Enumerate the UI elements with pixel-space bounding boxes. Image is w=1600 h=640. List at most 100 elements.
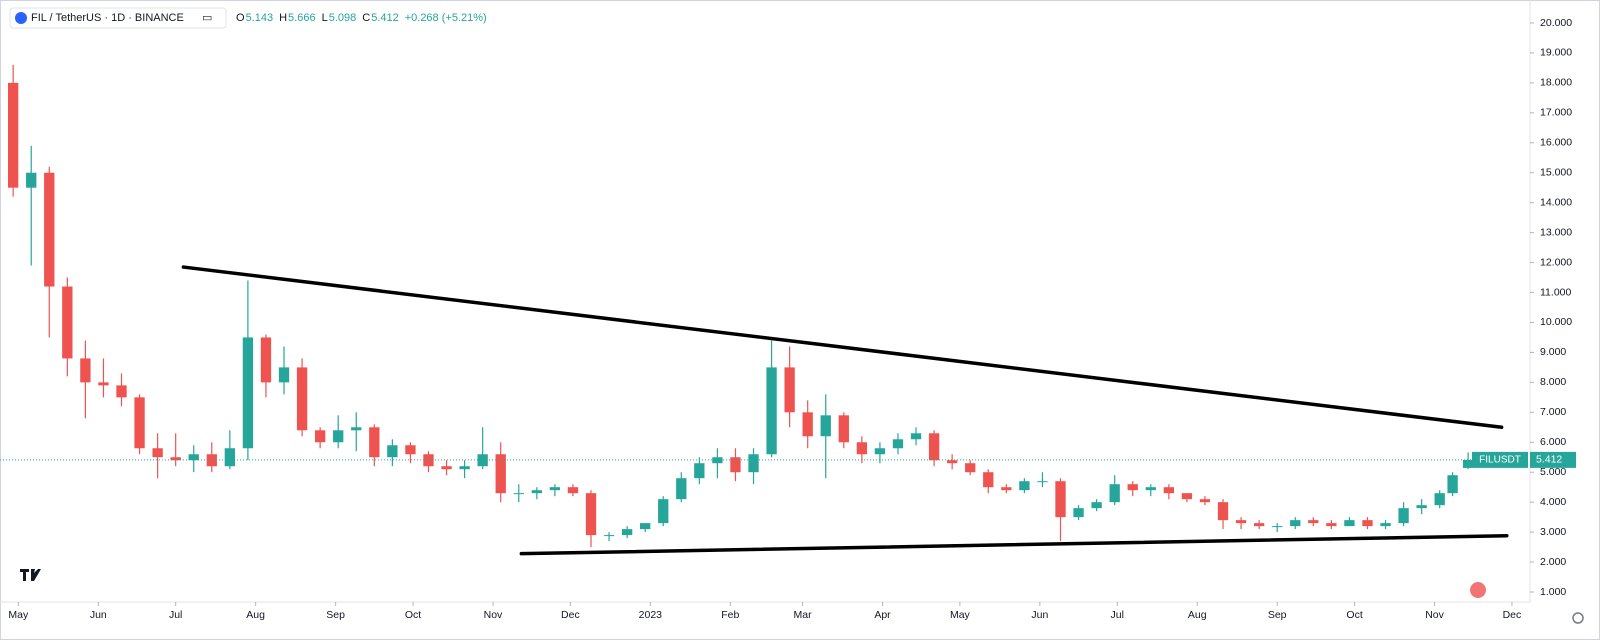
candle-body [80,358,91,383]
candle-body [603,535,615,537]
candle-body [423,454,434,467]
y-tick-label: 10.000 [1540,316,1572,328]
candle-body [910,433,922,440]
candle-body [694,463,705,479]
candle-body [730,457,741,473]
settings-icon[interactable] [1572,612,1584,624]
candle-body [387,445,398,458]
candle-body [1127,484,1138,491]
price-tag-name: FILUSDT [1479,455,1521,466]
candle-body [1380,523,1391,527]
y-tick-label: 19.000 [1540,47,1572,59]
ohlc-label: H [279,12,287,24]
candle-body [314,430,326,443]
y-tick-label: 17.000 [1540,107,1572,119]
candle-body [242,337,254,449]
candle-body [928,433,940,461]
x-tick-label: Oct [1346,609,1362,621]
ohlc-label: O [236,12,245,24]
candle-body [188,454,199,461]
candle-body [369,427,380,458]
candle-body [1434,493,1445,506]
candle-body [838,415,849,443]
candle-body [567,487,579,494]
candle-body [531,490,542,494]
candle-body [658,499,669,524]
candle-body [1001,487,1012,491]
x-tick-label: Apr [874,609,891,621]
candle-body [441,466,452,470]
x-tick-label: Aug [246,609,265,621]
ohlc-value: 5.098 [329,12,357,24]
candle-body [351,427,362,431]
ohlc-value: 5.666 [288,12,316,24]
candle-body [1073,508,1084,518]
candle-body [459,466,470,470]
candle-body [296,367,308,431]
candle-body [1217,502,1229,521]
symbol-box[interactable] [9,7,227,29]
x-tick-label: Feb [721,609,739,621]
candle-body [1055,481,1066,518]
candle-body [477,454,488,467]
candle-body [1199,499,1211,503]
trend-line [181,265,1504,430]
price-tag-box [1530,451,1576,468]
candle-body [260,337,272,383]
candle-body [1235,520,1247,524]
candle-body [640,523,651,530]
candle-body [26,172,37,188]
candle-body [1326,523,1337,527]
price-tag-value: 5.412 [1536,454,1562,466]
x-tick-label: Oct [405,609,421,621]
ohlc-value: 5.412 [371,12,399,24]
candle-body [1109,484,1120,503]
candle-body [1181,493,1193,500]
candle-body [983,472,994,488]
ohlc-label: C [362,12,370,24]
x-tick-label: Nov [484,609,503,621]
candle-body [621,529,633,536]
candle-body [1462,459,1474,468]
candle-body [1398,508,1409,524]
candle-body [676,478,687,500]
x-tick-label: May [8,609,29,621]
candle-body [856,442,868,455]
y-tick-label: 2.000 [1540,556,1566,568]
candle-body [1272,526,1283,528]
candle-body [224,448,236,467]
symbol: FIL / TetherUS · 1D · BINANCE [31,12,184,24]
trend-line [519,533,1509,556]
symbol-icon [15,12,27,24]
x-tick-label: Dec [1503,609,1522,621]
candle-body [892,439,904,449]
candle-body [1416,505,1427,509]
candle-body [170,457,181,461]
candle-body [820,415,831,437]
y-tick-label: 18.000 [1540,77,1572,89]
candle-body [1145,487,1156,491]
candle-body [1290,520,1301,527]
x-tick-label: Sep [326,609,345,621]
candle-body [1362,520,1373,527]
plot: 1.000 2.000 3.000 4.000 5.000 6.000 7.000 8.000… [0,0,1576,621]
candle-body [206,454,217,467]
x-tick-label: Mar [793,609,812,621]
ohlc-label: L [322,12,328,24]
y-tick-label: 16.000 [1540,137,1572,149]
candle-body [116,385,127,398]
candle-body [278,367,290,383]
candle-body [1037,481,1048,483]
symbol-menu[interactable]: ▭ [202,12,212,24]
candle-body [874,448,886,455]
x-tick-label: Jul [169,609,182,621]
x-tick-label: May [950,609,971,621]
candle-body [802,412,813,437]
y-tick-label: 15.000 [1540,167,1572,179]
flag-icon[interactable] [1470,582,1486,598]
candle-body [784,367,795,413]
y-tick-label: 13.000 [1540,226,1572,238]
y-tick-label: 6.000 [1540,436,1566,448]
